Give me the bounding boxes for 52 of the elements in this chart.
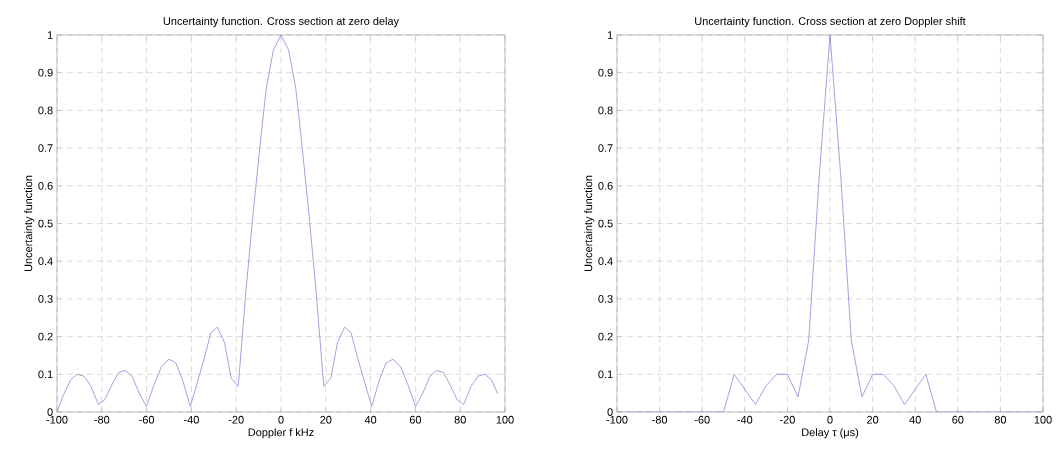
x-tick-label: -80 [94,415,110,424]
y-tick-label: 0.7 [598,144,613,152]
x-tick-label: -60 [139,415,155,424]
x-tick-label: -100 [606,415,628,424]
x-tick-label: 60 [952,415,964,424]
y-tick-label: 0.5 [598,219,613,228]
y-tick-label: 0.7 [38,144,53,152]
y-tick-label: 0.8 [598,106,613,115]
x-tick-label: 80 [454,415,466,424]
y-tick-label: 0.4 [598,257,613,266]
y-axis-title: Uncertainty function [24,175,35,272]
x-tick-label: -80 [652,415,668,424]
y-tick-label: 0.1 [38,370,53,379]
x-tick-label: 60 [409,415,422,424]
y-tick-label: 0.9 [598,68,613,77]
x-tick-label: -20 [779,415,795,424]
y-tick-label: 0 [607,408,613,416]
y-tick-label: 0.4 [38,257,53,266]
y-tick-label: 0.2 [38,332,53,341]
x-tick-label: 40 [909,415,921,424]
chart-title: Uncertainty function. Cross section at zero Doppler shift [695,16,966,28]
x-tick-label: -100 [46,415,68,424]
x-tick-label: 0 [278,415,284,424]
y-tick-label: 0.3 [598,295,613,303]
y-tick-label: 1 [607,31,613,39]
x-tick-label: -40 [737,415,753,424]
y-tick-label: 0.6 [598,181,613,190]
x-tick-label: -20 [228,415,244,424]
x-tick-label: 20 [867,415,879,424]
x-axis-title: Delay τ (μs) [802,428,859,439]
y-tick-label: 0 [47,408,53,416]
y-axis-title: Uncertainty function [584,175,595,272]
y-tick-label: 0.3 [38,295,53,303]
x-tick-label: 20 [320,415,332,424]
y-tick-label: 0.8 [38,106,53,115]
x-tick-label: 0 [827,415,833,424]
y-tick-label: 0.5 [38,219,53,228]
y-tick-label: 0.9 [38,68,53,77]
y-tick-label: 0.2 [598,332,613,341]
line-series [617,35,1044,412]
y-tick-label: 1 [47,31,53,39]
chart-title: Uncertainty function. Cross section at zero delay [163,16,400,28]
line-series [57,35,499,412]
x-tick-label: -60 [694,415,710,424]
x-tick-label: 40 [364,415,377,424]
y-tick-label: 0.1 [598,370,613,379]
x-tick-label: 100 [496,415,514,424]
x-tick-label: 80 [994,415,1007,424]
x-tick-label: 100 [1034,415,1052,424]
x-axis-title: Doppler f kHz [248,428,314,439]
x-tick-label: -40 [183,415,199,424]
y-tick-label: 0.6 [38,181,53,190]
